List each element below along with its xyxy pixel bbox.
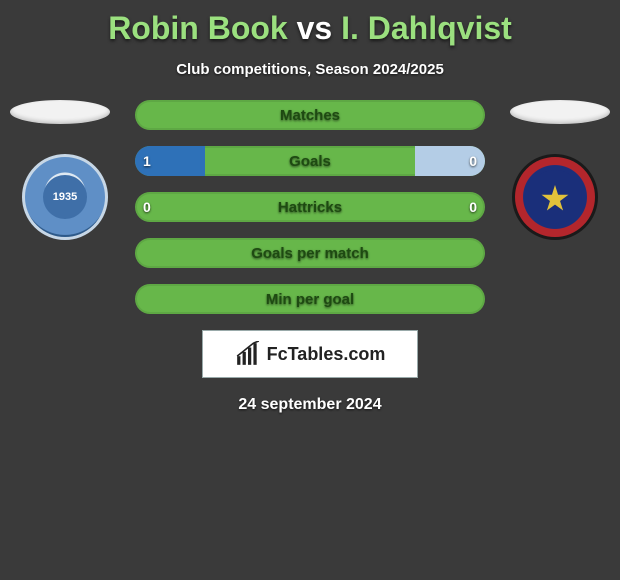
spotlight-right xyxy=(510,100,610,124)
stat-row: Goals10 xyxy=(135,146,485,176)
vs-text: vs xyxy=(297,10,333,46)
date-text: 24 september 2024 xyxy=(0,396,620,414)
spotlight-left xyxy=(10,100,110,124)
stat-track: Min per goal xyxy=(135,284,485,314)
stat-track: Goals per match xyxy=(135,238,485,268)
stat-value-left: 0 xyxy=(143,192,151,222)
stat-track: Hattricks0 0 xyxy=(135,192,485,222)
chart-icon xyxy=(235,341,261,367)
comparison-title: Robin Book vs I. Dahlqvist xyxy=(0,0,620,47)
stat-row: Matches xyxy=(135,100,485,130)
stat-label: Matches xyxy=(135,100,485,130)
stat-value-right: 0 xyxy=(469,192,477,222)
team-badge-left: 1935 xyxy=(22,154,108,240)
stat-label: Min per goal xyxy=(135,284,485,314)
comparison-arena: 1935 MatchesGoals10Hattricks00Goals per … xyxy=(0,100,620,314)
stat-row: Hattricks0 0 xyxy=(135,192,485,222)
stat-row: Min per goal xyxy=(135,284,485,314)
player1-name: Robin Book xyxy=(108,10,288,46)
stat-label: Goals per match xyxy=(135,238,485,268)
team-badge-left-text: 1935 xyxy=(43,175,87,219)
team-badge-right xyxy=(512,154,598,240)
stat-value-right: 0 xyxy=(469,146,477,176)
player2-name: I. Dahlqvist xyxy=(341,10,512,46)
team-badge-right-inner xyxy=(528,170,582,224)
stat-track: Goals10 xyxy=(135,146,485,176)
stat-row: Goals per match xyxy=(135,238,485,268)
subtitle: Club competitions, Season 2024/2025 xyxy=(0,61,620,78)
stat-bars: MatchesGoals10Hattricks00Goals per match… xyxy=(135,100,485,314)
logo-box: FcTables.com xyxy=(202,330,418,378)
stat-label: Hattricks xyxy=(135,192,485,222)
logo-text: FcTables.com xyxy=(267,344,386,365)
stat-track: Matches xyxy=(135,100,485,130)
stat-value-left: 1 xyxy=(143,146,151,176)
